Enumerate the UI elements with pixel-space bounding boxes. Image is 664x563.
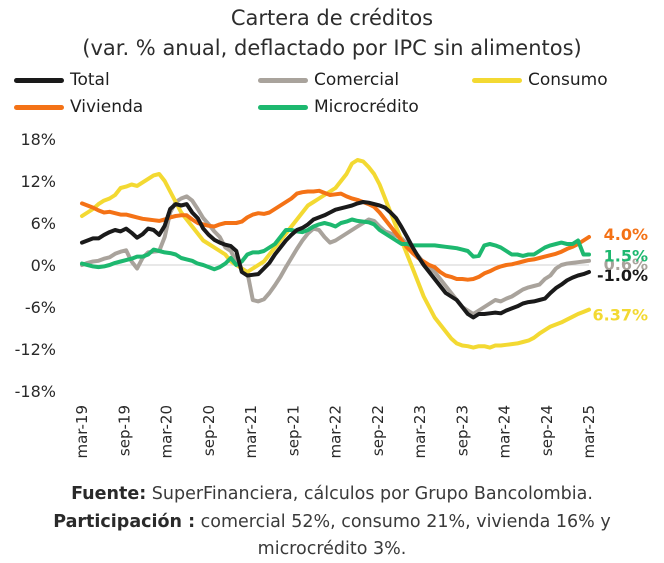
x-tick-label: mar-23: [411, 405, 429, 459]
series-line-consumo: [80, 158, 591, 350]
legend-label-vivienda: Vivienda: [70, 97, 144, 117]
legend-item-comercial: Comercial: [258, 70, 399, 90]
x-tick-label: mar-20: [158, 405, 176, 459]
y-tick-label: -12%: [15, 340, 56, 359]
y-tick-label: 18%: [20, 130, 56, 149]
x-tick-label: mar-22: [327, 405, 345, 459]
legend-label-total: Total: [70, 70, 110, 90]
end-label-microcrédito: 1.5%: [604, 247, 648, 266]
series-line-microcrédito: [80, 217, 591, 272]
y-tick-label: 6%: [31, 214, 56, 233]
x-tick-label: mar-21: [242, 405, 260, 459]
footer-source: Fuente: SuperFinanciera, cálculos por Gr…: [0, 484, 664, 504]
series-line-total: [80, 200, 591, 320]
legend-swatch-vivienda: [14, 104, 64, 110]
x-tick-label: sep-23: [453, 405, 471, 456]
footer-share: Participación : comercial 52%, consumo 2…: [0, 512, 664, 532]
legend-swatch-comercial: [258, 77, 308, 83]
y-tick-label: 12%: [20, 172, 56, 191]
end-label-vivienda: 4.0%: [604, 225, 648, 244]
legend-label-consumo: Consumo: [528, 70, 608, 90]
x-tick-label: sep-21: [284, 405, 302, 456]
x-tick-label: sep-22: [369, 405, 387, 456]
chart-title: Cartera de créditos: [230, 6, 434, 30]
legend-swatch-microcredito: [258, 104, 308, 110]
x-tick-label: sep-19: [115, 405, 133, 456]
x-tick-label: sep-24: [538, 405, 556, 456]
x-tick-label: mar-24: [496, 405, 514, 459]
footer-share-label: Participación :: [53, 512, 196, 532]
series-line-comercial: [80, 194, 591, 316]
y-tick-label: 0%: [31, 256, 56, 275]
footer-share-cont: microcrédito 3%.: [0, 539, 664, 559]
x-tick-label: mar-19: [73, 405, 91, 459]
end-label-comercial: 0.6%: [604, 255, 648, 274]
footer-share-text-2: microcrédito 3%.: [257, 539, 407, 559]
y-tick-label: -18%: [15, 382, 56, 401]
legend-item-total: Total: [14, 70, 110, 90]
legend-swatch-total: [14, 77, 64, 83]
legend-label-microcredito: Microcrédito: [314, 97, 419, 117]
legend-item-consumo: Consumo: [472, 70, 608, 90]
footer-share-text: comercial 52%, consumo 21%, vivienda 16%…: [195, 512, 611, 532]
end-label-consumo: 6.37%: [592, 306, 648, 325]
chart-subtitle: (var. % anual, deflactado por IPC sin al…: [82, 36, 582, 60]
x-tick-label: sep-20: [200, 405, 218, 456]
footer-source-text: SuperFinanciera, cálculos por Grupo Banc…: [146, 484, 593, 504]
x-tick-label: mar-25: [580, 405, 598, 459]
legend-swatch-consumo: [472, 77, 522, 83]
footer-source-label: Fuente:: [71, 484, 147, 504]
legend-label-comercial: Comercial: [314, 70, 400, 90]
legend-item-vivienda: Vivienda: [14, 97, 143, 117]
end-label-total: -1.0%: [597, 266, 648, 285]
y-tick-label: -6%: [25, 298, 56, 317]
legend-item-microcredito: Microcrédito: [258, 97, 419, 117]
